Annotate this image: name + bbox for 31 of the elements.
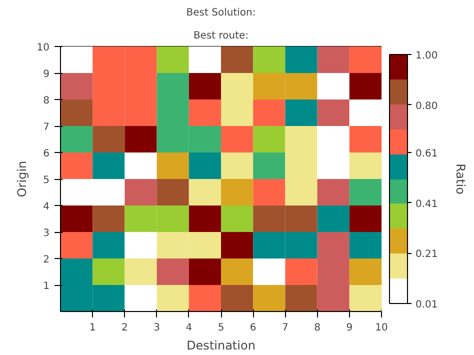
y-tick-label: 1 bbox=[43, 281, 50, 292]
y-tick-label: 6 bbox=[43, 148, 50, 160]
x-tick-label: 8 bbox=[314, 322, 320, 334]
x-tick-label: 9 bbox=[346, 322, 353, 334]
x-tick-label: 2 bbox=[122, 322, 128, 334]
y-axis-title: Origin bbox=[14, 160, 29, 198]
color-bar-label: 0.41 bbox=[416, 198, 438, 210]
chart-title: Best Solution: bbox=[186, 8, 256, 18]
x-tick-label: 4 bbox=[186, 322, 192, 334]
x-axis-title: Destination bbox=[186, 338, 256, 352]
x-tick-label: 5 bbox=[218, 322, 224, 334]
x-tick-label: 6 bbox=[250, 322, 256, 334]
y-tick-label: 7 bbox=[43, 122, 50, 133]
color-bar-title: Ratio bbox=[454, 164, 468, 194]
x-tick-label: 1 bbox=[89, 322, 96, 334]
color-bar-label: 0.21 bbox=[416, 249, 438, 260]
x-tick-label: 10 bbox=[375, 322, 388, 334]
y-tick-label: 4 bbox=[43, 202, 50, 212]
chart-subtitle: Best route: bbox=[193, 30, 249, 42]
y-tick-label: 2 bbox=[43, 254, 50, 266]
color-bar-label: 0.61 bbox=[416, 148, 438, 160]
y-tick-label: 8 bbox=[43, 96, 50, 106]
color-bar-label: 1.00 bbox=[416, 50, 438, 62]
y-tick-label: 10 bbox=[36, 42, 50, 54]
color-bar-label: 0.80 bbox=[416, 100, 438, 112]
y-tick-label: 5 bbox=[43, 175, 50, 186]
x-tick-label: 3 bbox=[154, 322, 160, 334]
y-tick-label: 3 bbox=[43, 228, 50, 239]
color-bar-label: 0.01 bbox=[416, 300, 438, 310]
x-tick-label: 7 bbox=[282, 322, 288, 334]
y-tick-label: 9 bbox=[43, 69, 50, 80]
